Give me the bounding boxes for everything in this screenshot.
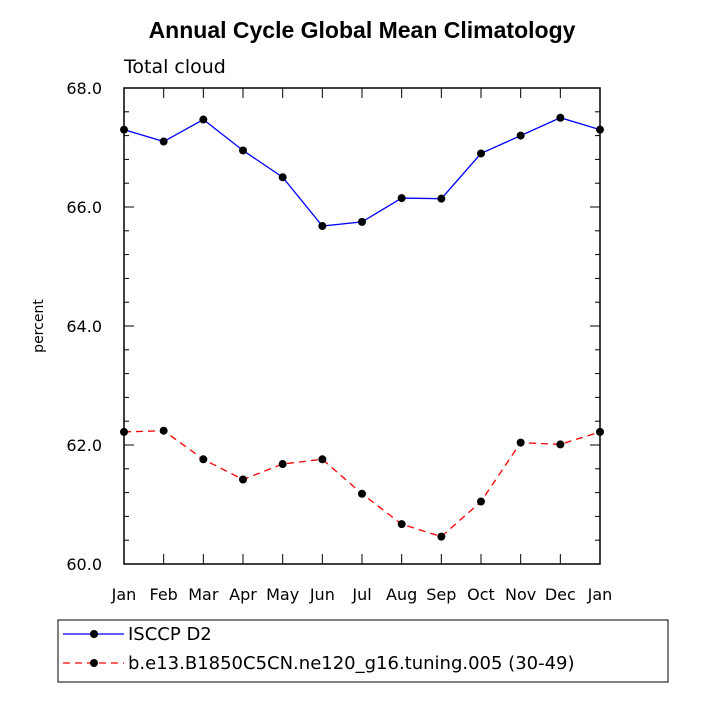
x-tick-label: Jan: [111, 585, 137, 604]
series-2-point: [477, 497, 485, 506]
series-2-point: [199, 455, 208, 464]
series-1-point: [318, 222, 327, 231]
chart-title: Annual Cycle Global Mean Climatology: [149, 17, 576, 43]
x-tick-label: Jul: [351, 585, 371, 604]
series-1-point: [358, 217, 366, 226]
series-2-point: [596, 427, 604, 436]
series-1-point: [556, 113, 565, 122]
series-2-point: [397, 520, 406, 529]
series-1-point: [278, 173, 287, 182]
legend-marker-1: [90, 630, 98, 638]
x-tick-label: Nov: [505, 585, 536, 604]
legend-marker-2: [90, 659, 98, 667]
legend: [57, 619, 669, 683]
series-line-2: [123, 430, 601, 538]
series-2-point: [159, 426, 168, 435]
x-tick-label: Mar: [188, 585, 219, 604]
series-1-point: [120, 125, 128, 134]
plot-area: 60.0 62.0 64.0 66.0 68.0 Jan Feb Mar Apr May Jun Ju…: [66, 79, 612, 604]
y-tick-label: 64.0: [66, 317, 102, 336]
x-tick-label: May: [266, 585, 299, 604]
x-tick-label: Sep: [426, 585, 456, 604]
series-2-point: [318, 455, 327, 464]
series-1-point: [239, 146, 247, 155]
series-1-point: [516, 131, 525, 140]
series-1-point: [477, 149, 485, 158]
series-1-point: [437, 194, 446, 203]
x-tick-label: Aug: [386, 585, 417, 604]
series-line-1: [123, 117, 601, 227]
series-2-point: [120, 427, 128, 436]
chart-subtitle: Total cloud: [123, 56, 226, 78]
series-2-point: [358, 489, 366, 498]
series-1-point: [159, 137, 168, 146]
x-tick-label: Feb: [150, 585, 178, 604]
x-tick-label: Oct: [467, 585, 495, 604]
y-tick-label: 68.0: [66, 79, 102, 98]
series-2-point: [239, 475, 247, 484]
series-1-point: [199, 115, 208, 124]
x-tick-label: Jun: [309, 585, 335, 604]
y-axis-label: percent: [31, 299, 47, 353]
series-1-point: [397, 194, 406, 203]
legend-label-2: b.e13.B1850C5CN.ne120_g16.tuning.005 (30…: [128, 653, 575, 674]
y-tick-label: 60.0: [66, 555, 102, 574]
x-tick-label: Dec: [545, 585, 576, 604]
series-1-point: [596, 125, 604, 134]
series-2-point: [516, 438, 525, 447]
series-2-point: [556, 440, 565, 449]
y-tick-label: 62.0: [66, 436, 102, 455]
legend-items: ISCCP D2 b.e13.B1850C5CN.ne120_g16.tuning…: [63, 624, 575, 674]
series-2-point: [278, 460, 287, 469]
y-tick-label: 66.0: [66, 198, 102, 217]
x-tick-label: Jan: [587, 585, 613, 604]
legend-label-1: ISCCP D2: [128, 624, 212, 645]
x-tick-label: Apr: [229, 585, 257, 604]
series-2-point: [437, 532, 446, 541]
